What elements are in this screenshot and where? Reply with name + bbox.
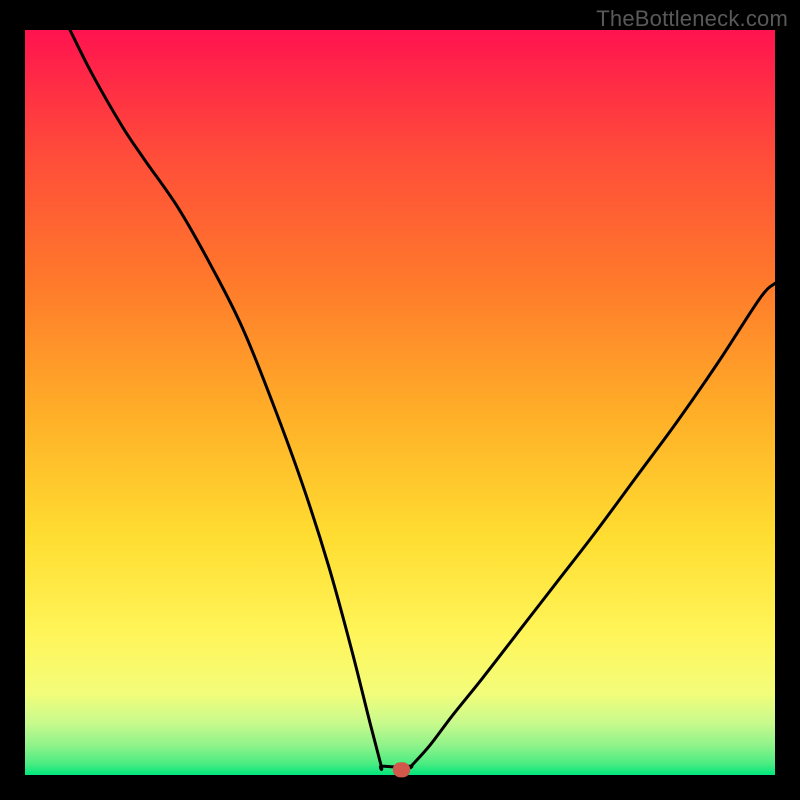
chart-container: TheBottleneck.com xyxy=(0,0,800,800)
watermark-label: TheBottleneck.com xyxy=(596,6,788,32)
optimal-point-marker xyxy=(393,763,410,777)
bottleneck-chart xyxy=(0,0,800,800)
